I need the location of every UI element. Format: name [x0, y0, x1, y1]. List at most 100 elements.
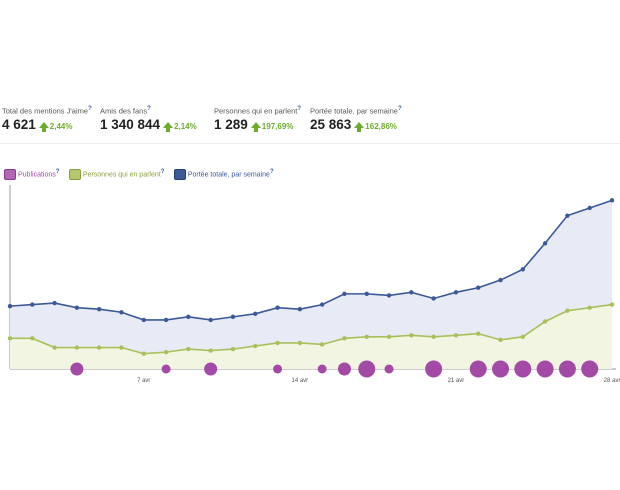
stat-value: 25 863 [310, 117, 352, 132]
publication-bubble [581, 360, 599, 378]
stat-change: 2,44% [49, 122, 73, 131]
up-arrow-icon [354, 122, 365, 132]
stat-change: 2,14% [174, 122, 197, 131]
data-point-reach [163, 317, 169, 323]
legend-item-publications[interactable]: Publications? [4, 168, 60, 180]
legend-swatch[interactable] [68, 168, 81, 180]
publication-bubble [273, 364, 283, 374]
stat-label: Personnes qui en parlent [214, 106, 298, 116]
data-point-reach [230, 314, 236, 320]
data-point-talking [609, 302, 615, 307]
data-point-talking [163, 349, 169, 355]
legend-swatch[interactable] [4, 168, 16, 180]
data-point-talking [253, 343, 258, 349]
data-point-talking [386, 334, 392, 339]
publication-bubble [536, 360, 554, 378]
data-point-talking [364, 334, 369, 339]
legend-item-reach[interactable]: Portée totale, par semaine? [173, 168, 274, 180]
data-point-reach [119, 310, 124, 315]
help-icon[interactable]: ? [269, 168, 274, 175]
stat-total-likes: Total des mentions J'aime? 4 621 2,44% [2, 104, 92, 134]
stat-label: Portée totale, par semaine [310, 106, 398, 116]
x-tick-label: 21 avr [448, 378, 465, 384]
data-point-reach [30, 302, 35, 307]
publication-bubble [358, 360, 376, 378]
publication-bubble [558, 360, 576, 378]
data-point-reach [297, 307, 303, 312]
data-point-reach [609, 198, 615, 203]
data-point-talking [542, 319, 548, 324]
data-point-talking [7, 336, 13, 341]
x-tick-label: 7 avr [137, 378, 150, 384]
stat-label: Amis des fans [100, 106, 148, 116]
data-point-reach [74, 305, 80, 310]
data-point-reach [364, 291, 369, 297]
stat-talking-about: Personnes qui en parlent? 1 289 197,69% [214, 104, 301, 134]
data-point-talking [30, 336, 35, 341]
help-icon[interactable]: ? [397, 106, 402, 112]
data-point-reach [587, 205, 592, 211]
publication-bubble [70, 362, 84, 376]
publication-bubble [204, 362, 218, 376]
data-point-talking [186, 346, 191, 352]
data-point-reach [520, 267, 526, 272]
data-point-talking [297, 340, 303, 346]
data-point-reach [96, 307, 102, 312]
legend-item-talking[interactable]: Personnes qui en parlent? [68, 168, 165, 180]
stat-change: 197,69% [261, 122, 294, 131]
data-point-talking [476, 331, 481, 336]
stat-value: 4 621 [2, 117, 36, 132]
data-point-reach [409, 290, 414, 295]
data-point-talking [342, 336, 347, 341]
data-point-talking [431, 334, 436, 339]
legend-label: Personnes qui en parlent [82, 171, 161, 178]
data-point-talking [141, 351, 146, 356]
data-point-talking [52, 345, 57, 350]
publication-bubble [337, 362, 351, 376]
data-point-talking [275, 340, 280, 346]
data-point-reach [542, 241, 548, 246]
publication-bubble [514, 360, 532, 378]
publication-bubble [317, 364, 327, 374]
publication-bubble [384, 364, 394, 374]
data-point-talking [208, 348, 213, 353]
publication-bubble [425, 360, 443, 378]
stat-value: 1 340 844 [100, 117, 161, 132]
data-point-reach [186, 314, 191, 320]
data-point-talking [498, 337, 503, 343]
legend-label: Portée totale, par semaine [187, 171, 270, 178]
data-point-talking [409, 333, 414, 338]
data-point-talking [119, 345, 124, 350]
stat-change: 162,86% [365, 122, 397, 131]
data-point-reach [498, 277, 503, 283]
data-point-reach [7, 303, 13, 309]
data-point-talking [520, 334, 526, 339]
help-icon[interactable]: ? [297, 106, 302, 112]
up-arrow-icon [38, 122, 49, 132]
data-point-reach [319, 302, 325, 307]
data-point-talking [587, 305, 592, 310]
data-point-reach [386, 293, 392, 298]
stat-label: Total des mentions J'aime [2, 106, 89, 116]
reach-area [10, 200, 612, 369]
series-line-talking [10, 303, 613, 355]
help-icon[interactable]: ? [160, 168, 165, 175]
publication-bubble [469, 360, 487, 378]
help-icon[interactable]: ? [55, 168, 60, 175]
stat-friends-of-fans: Amis des fans? 1 340 844 2,14% [100, 104, 197, 134]
x-tick-label: 28 avr [604, 378, 620, 384]
help-icon[interactable]: ? [88, 106, 92, 112]
series-line-reach [9, 199, 613, 321]
help-icon[interactable]: ? [147, 106, 151, 112]
up-arrow-icon [163, 122, 174, 132]
data-point-talking [74, 345, 80, 350]
x-tick-label: 14 avr [292, 378, 309, 384]
stat-value: 1 289 [214, 117, 248, 132]
legend-swatch[interactable] [173, 168, 186, 180]
data-point-reach [476, 285, 481, 290]
data-point-talking [565, 308, 570, 313]
publication-bubble [161, 364, 171, 374]
data-point-reach [208, 317, 213, 323]
data-point-talking [230, 346, 236, 352]
